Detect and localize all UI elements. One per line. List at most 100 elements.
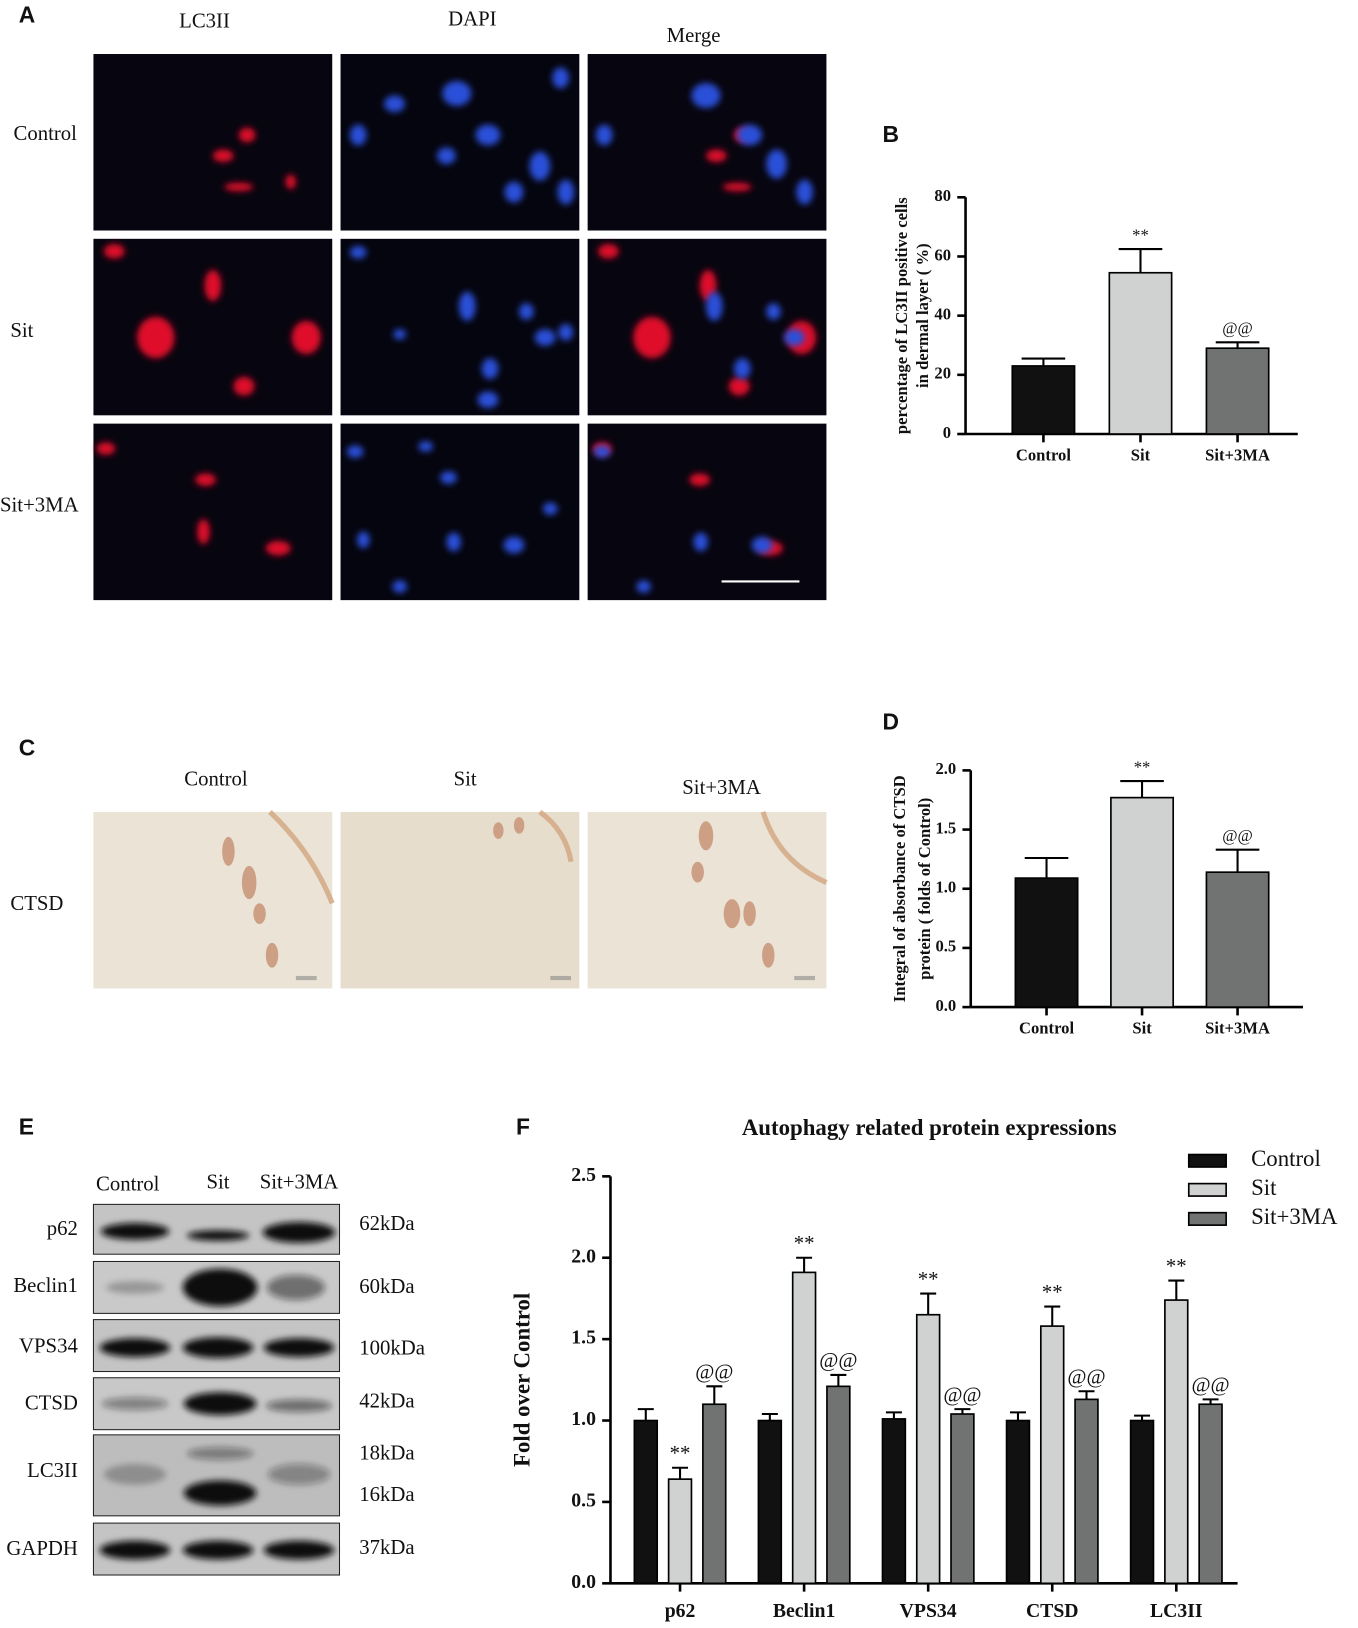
- row-label: Control: [13, 123, 77, 145]
- legend-label: Sit+3MA: [1251, 1204, 1338, 1229]
- row-label: CTSD: [10, 893, 63, 915]
- error-bar: [1168, 1279, 1185, 1301]
- legend-swatch: [1187, 1153, 1227, 1168]
- error-bar: [1215, 341, 1260, 349]
- error-bar: [761, 1412, 778, 1421]
- significance-label: **: [670, 1443, 691, 1465]
- y-tick-label: 1.5: [935, 818, 956, 837]
- x-tick-label: Control: [1019, 1019, 1074, 1038]
- error-bar: [637, 1408, 654, 1421]
- bar: [791, 1271, 817, 1585]
- error-bar: [830, 1373, 847, 1387]
- column-header: DAPI: [448, 9, 497, 31]
- panel-letter: E: [19, 1114, 34, 1140]
- ihc-images: [93, 809, 828, 989]
- bar: [633, 1419, 659, 1585]
- x-tick-label: CTSD: [1026, 1600, 1079, 1622]
- row-label: Sit+3MA: [0, 494, 79, 516]
- legend-swatch: [1187, 1182, 1227, 1197]
- y-axis-label: protein ( folds of Control): [915, 798, 934, 980]
- bar: [950, 1413, 975, 1585]
- bar: [702, 1403, 727, 1585]
- y-tick-label: 1.5: [571, 1327, 596, 1349]
- y-axis-label: Fold over Control: [510, 1293, 535, 1467]
- row-label: CTSD: [25, 1393, 78, 1415]
- bar: [1014, 877, 1079, 1008]
- y-tick-label: 2.0: [571, 1245, 596, 1267]
- x-tick-label: p62: [665, 1600, 696, 1622]
- error-bar: [1044, 1305, 1061, 1327]
- y-tick-label: 60: [934, 245, 951, 264]
- y-tick-label: 1.0: [571, 1408, 596, 1430]
- bar: [1164, 1299, 1189, 1585]
- bar: [757, 1419, 783, 1585]
- size-label: 100kDa: [359, 1337, 425, 1359]
- error-bar: [885, 1411, 902, 1419]
- panel-letter: C: [19, 735, 36, 761]
- column-header: Control: [96, 1173, 160, 1195]
- x-tick-label: Beclin1: [773, 1600, 835, 1622]
- significance-label: @@: [1191, 1375, 1229, 1397]
- y-tick-label: 0.0: [571, 1571, 596, 1593]
- significance-label: @@: [819, 1350, 857, 1372]
- error-bar: [1009, 1411, 1026, 1421]
- error-bar: [796, 1256, 813, 1273]
- bar: [1039, 1325, 1065, 1585]
- row-label: Beclin1: [13, 1275, 78, 1297]
- error-bar: [706, 1385, 723, 1405]
- size-label: 16kDa: [359, 1484, 414, 1506]
- x-tick-label: LC3II: [1150, 1600, 1203, 1622]
- error-bar: [1202, 1398, 1219, 1405]
- y-tick-label: 0.5: [571, 1489, 596, 1511]
- significance-label: @@: [943, 1384, 981, 1406]
- x-tick-label: VPS34: [900, 1600, 957, 1622]
- size-label: 62kDa: [359, 1213, 414, 1235]
- significance-label: @@: [1067, 1367, 1105, 1389]
- significance-label: **: [794, 1233, 815, 1255]
- row-label: Sit: [10, 320, 33, 342]
- western-blot: [92, 1203, 341, 1576]
- bar: [1198, 1403, 1223, 1585]
- x-tick-label: Sit: [1131, 446, 1151, 465]
- column-header: Sit: [206, 1171, 229, 1193]
- significance-label: **: [918, 1269, 939, 1291]
- significance-label: @@: [1222, 826, 1253, 845]
- error-bar: [1078, 1390, 1095, 1400]
- bar: [1108, 271, 1173, 435]
- x-tick-label: Sit+3MA: [1205, 446, 1270, 465]
- bar: [826, 1385, 851, 1585]
- y-axis-label: in dermal layer ( %): [913, 243, 932, 388]
- error-bar: [954, 1408, 971, 1415]
- y-tick-label: 1.0: [935, 878, 956, 897]
- bar: [1205, 871, 1270, 1008]
- column-header: Sit: [454, 769, 477, 791]
- bar: [1129, 1419, 1155, 1585]
- error-bar: [1118, 248, 1163, 273]
- legend-swatch: [1187, 1211, 1227, 1226]
- panel-letter: A: [19, 2, 36, 28]
- y-axis-label: Integral of absorbance of CTSD: [890, 775, 909, 1002]
- y-tick-label: 2.5: [571, 1164, 596, 1186]
- chart-title: Autophagy related protein expressions: [742, 1115, 1117, 1140]
- column-header: LC3II: [179, 11, 230, 33]
- y-tick-label: 0.5: [935, 937, 956, 956]
- size-label: 60kDa: [359, 1276, 414, 1298]
- significance-label: @@: [1222, 319, 1253, 338]
- size-label: 18kDa: [359, 1442, 414, 1464]
- panel-letter: B: [882, 121, 899, 147]
- panel-letter: F: [516, 1114, 530, 1140]
- x-tick-label: Sit+3MA: [1205, 1019, 1270, 1038]
- bar: [667, 1478, 693, 1585]
- error-bar: [1024, 856, 1069, 879]
- row-label: GAPDH: [6, 1538, 77, 1560]
- bar: [1205, 347, 1270, 435]
- bar: [1074, 1398, 1099, 1585]
- y-tick-label: 2.0: [935, 759, 956, 778]
- bar: [1011, 365, 1076, 435]
- y-tick-label: 20: [934, 364, 951, 383]
- error-bar: [1134, 1414, 1151, 1421]
- y-tick-label: 80: [934, 186, 951, 205]
- error-bar: [672, 1466, 689, 1480]
- legend-label: Control: [1251, 1146, 1321, 1171]
